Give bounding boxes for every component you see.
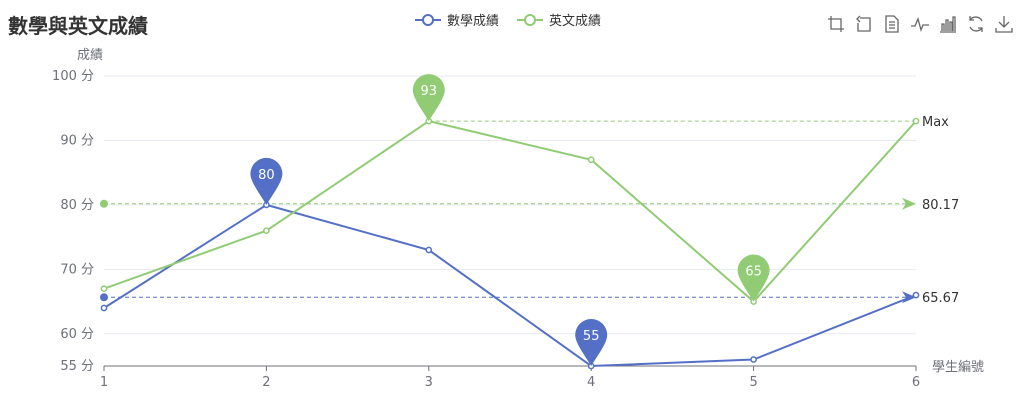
restore-icon[interactable] [966,14,986,34]
x-tick-label: 2 [262,375,270,390]
series-line-1 [103,120,917,303]
y-tick-label: 70 分 [60,262,94,277]
chart-title: 數學與英文成績 [8,14,148,38]
markpoint-pin [737,254,770,302]
markpoint-label: 55 [583,329,600,344]
y-tick-label: 90 分 [60,133,94,148]
x-axis-label: 學生編號 [932,359,984,375]
legend-label-math: 數學成績 [447,14,500,29]
markpoint-label: 93 [421,84,438,99]
x-tick-label: 3 [425,375,433,390]
data-point [750,356,757,363]
line-chart-icon[interactable] [910,14,930,34]
markpoint-label: 65 [745,265,762,280]
average-line-arrow [902,197,916,210]
data-point [263,227,270,235]
data-point [425,246,433,254]
legend-item-math[interactable]: 數學成績 [415,10,499,29]
legend-item-english[interactable]: 英文成績 [517,10,601,29]
x-tick-label: 6 [912,375,920,390]
markpoint-pin [412,74,445,122]
markpoint-pin [250,157,283,205]
bar-chart-icon[interactable] [938,14,958,34]
legend-label-english: 英文成績 [549,14,602,29]
y-tick-label: 55 分 [60,359,94,374]
save-image-icon[interactable] [994,14,1014,34]
y-axis-label: 成績 [77,48,103,63]
y-tick-label: 80 分 [60,198,94,213]
y-tick-label: 60 分 [60,327,94,342]
x-tick-label: 5 [749,375,757,390]
series-line-0 [103,203,917,368]
average-line-label: 80.17 [922,198,959,213]
data-point [100,285,108,293]
data-view-icon[interactable] [882,14,902,34]
x-tick-label: 4 [587,375,595,390]
legend-english-marker [517,13,544,26]
data-point [100,304,108,312]
markpoint-label: 80 [258,168,275,183]
data-point [587,156,595,164]
markpoint-pin [575,319,608,366]
zoom-icon[interactable] [826,14,846,34]
data-point [912,117,920,125]
average-line-label: 65.67 [922,291,959,306]
y-tick-label: 100 分 [52,69,94,84]
zoom-reset-icon[interactable] [854,14,874,34]
max-line-label: Max [922,115,949,130]
data-point [912,291,920,299]
toolbox [826,14,1014,34]
x-tick-label: 1 [100,375,108,390]
legend-math-marker [415,13,441,26]
legend: 數學成績 英文成績 [415,10,601,29]
